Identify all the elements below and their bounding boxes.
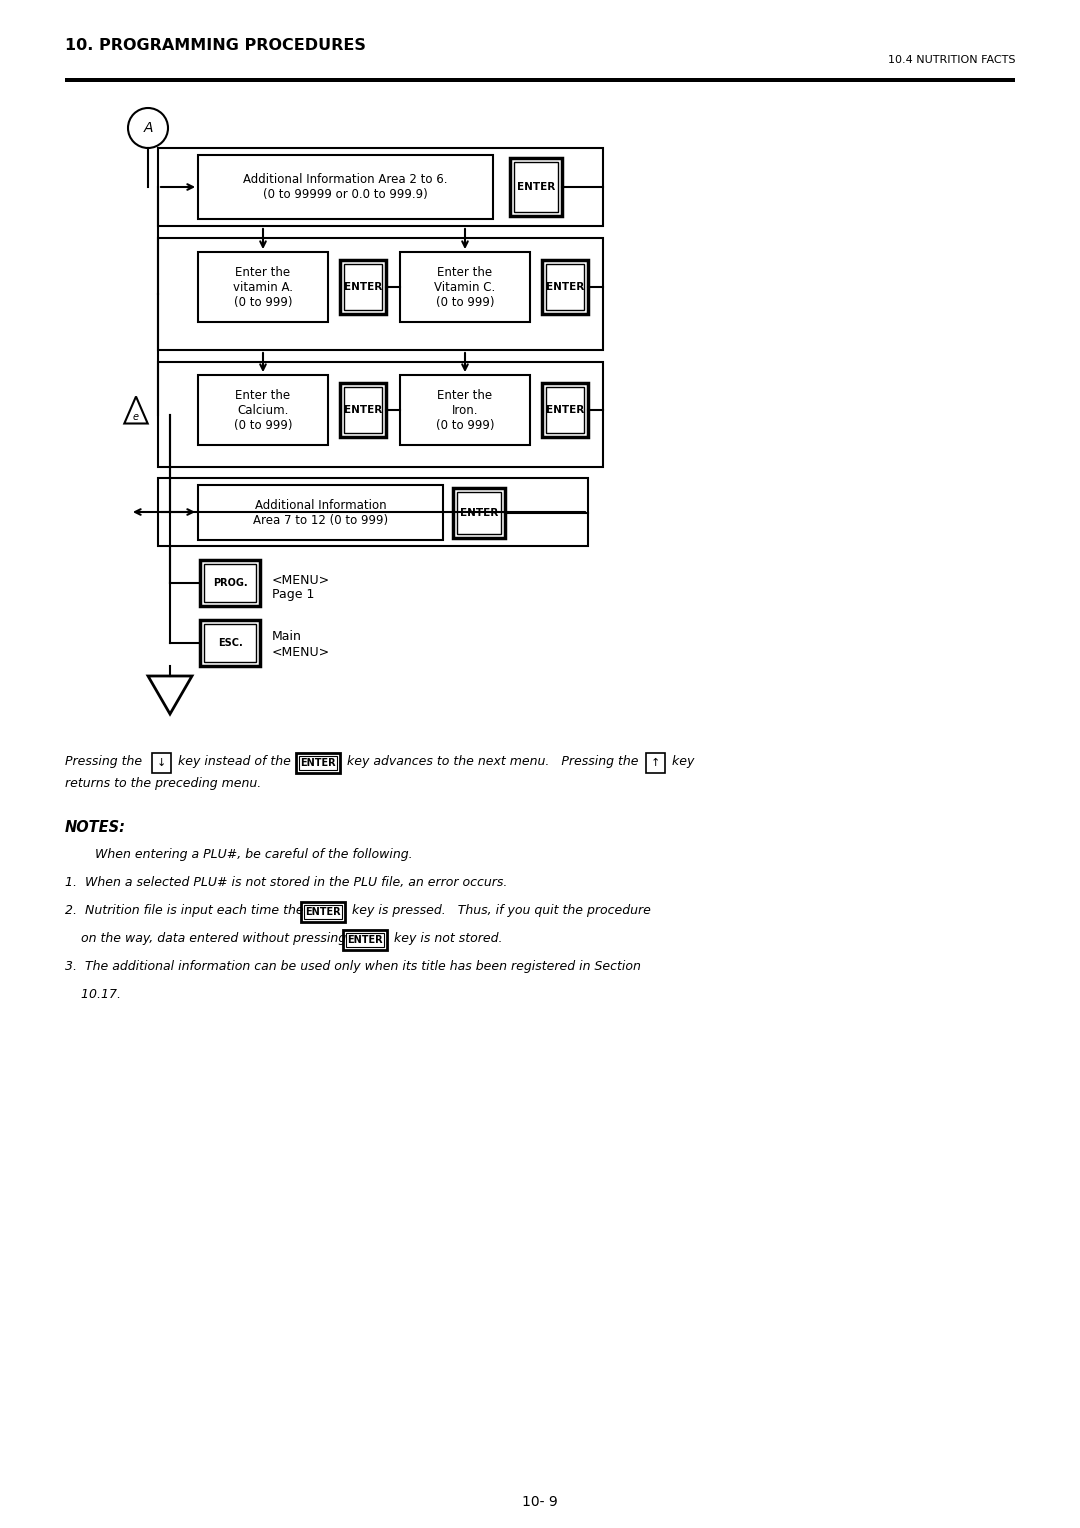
Text: Enter the
Iron.
(0 to 999): Enter the Iron. (0 to 999) — [435, 388, 495, 431]
Text: Enter the
Calcium.
(0 to 999): Enter the Calcium. (0 to 999) — [233, 388, 293, 431]
Text: ENTER: ENTER — [460, 507, 498, 518]
Bar — [457, 492, 501, 533]
Text: Enter the
vitamin A.
(0 to 999): Enter the vitamin A. (0 to 999) — [233, 266, 293, 309]
Text: ↑: ↑ — [651, 758, 660, 769]
Bar — [204, 564, 256, 602]
Bar — [200, 620, 260, 666]
Text: on the way, data entered without pressing: on the way, data entered without pressin… — [65, 932, 346, 944]
Text: ENTER: ENTER — [300, 758, 336, 769]
Text: 10.4 NUTRITION FACTS: 10.4 NUTRITION FACTS — [888, 55, 1015, 66]
Bar — [158, 362, 603, 468]
Text: Additional Information Area 2 to 6.
(0 to 99999 or 0.0 to 999.9): Additional Information Area 2 to 6. (0 t… — [243, 173, 448, 202]
Text: ENTER: ENTER — [347, 935, 382, 944]
Text: When entering a PLU#, be careful of the following.: When entering a PLU#, be careful of the … — [95, 848, 413, 860]
Text: key is not stored.: key is not stored. — [390, 932, 502, 944]
Text: <MENU>: <MENU> — [272, 575, 330, 587]
Bar — [296, 753, 340, 773]
Bar — [345, 264, 382, 310]
Bar — [453, 487, 505, 538]
Bar — [546, 387, 584, 432]
Text: 10.17.: 10.17. — [65, 989, 121, 1001]
Bar — [198, 484, 443, 539]
Text: key is pressed.   Thus, if you quit the procedure: key is pressed. Thus, if you quit the pr… — [348, 905, 651, 917]
Bar — [510, 157, 562, 215]
Circle shape — [129, 108, 168, 148]
Text: ENTER: ENTER — [343, 405, 382, 416]
Bar — [546, 264, 584, 310]
Polygon shape — [148, 675, 192, 714]
Text: e: e — [133, 411, 139, 422]
Text: 2.  Nutrition file is input each time the: 2. Nutrition file is input each time the — [65, 905, 303, 917]
Bar — [542, 260, 588, 313]
Bar — [198, 252, 328, 322]
Text: key: key — [669, 755, 694, 769]
Bar — [200, 559, 260, 607]
Text: ENTER: ENTER — [343, 283, 382, 292]
Bar — [299, 756, 337, 770]
Text: 10- 9: 10- 9 — [522, 1494, 558, 1510]
Bar — [158, 148, 603, 226]
Text: <MENU>: <MENU> — [272, 646, 330, 659]
Text: Enter the
Vitamin C.
(0 to 999): Enter the Vitamin C. (0 to 999) — [434, 266, 496, 309]
Text: ENTER: ENTER — [545, 405, 584, 416]
Text: ↓: ↓ — [157, 758, 166, 769]
Text: 10. PROGRAMMING PROCEDURES: 10. PROGRAMMING PROCEDURES — [65, 38, 366, 53]
Text: Pressing the: Pressing the — [65, 755, 143, 769]
Bar — [301, 902, 345, 921]
Text: returns to the preceding menu.: returns to the preceding menu. — [65, 778, 261, 790]
Bar — [646, 753, 665, 773]
Bar — [198, 374, 328, 445]
Text: NOTES:: NOTES: — [65, 821, 126, 834]
Bar — [542, 384, 588, 437]
Bar — [158, 478, 588, 545]
Text: 3.  The additional information can be used only when its title has been register: 3. The additional information can be use… — [65, 960, 640, 973]
Bar — [198, 154, 492, 219]
Text: Page 1: Page 1 — [272, 588, 314, 601]
Bar — [343, 931, 387, 950]
Polygon shape — [124, 396, 148, 423]
Text: 1.  When a selected PLU# is not stored in the PLU file, an error occurs.: 1. When a selected PLU# is not stored in… — [65, 876, 508, 889]
Text: PROG.: PROG. — [213, 578, 247, 588]
Bar — [400, 252, 530, 322]
Bar — [345, 387, 382, 432]
Text: key advances to the next menu.   Pressing the: key advances to the next menu. Pressing … — [343, 755, 638, 769]
Bar — [340, 384, 386, 437]
Bar — [152, 753, 171, 773]
Text: ESC.: ESC. — [218, 639, 242, 648]
Bar — [204, 623, 256, 662]
Bar — [65, 78, 1015, 83]
Text: Additional Information
Area 7 to 12 (0 to 999): Additional Information Area 7 to 12 (0 t… — [253, 498, 388, 527]
Text: ENTER: ENTER — [517, 182, 555, 193]
Bar — [346, 934, 384, 947]
Bar — [340, 260, 386, 313]
Text: Main: Main — [272, 630, 302, 643]
Bar — [514, 162, 558, 212]
Text: key instead of the: key instead of the — [174, 755, 291, 769]
Text: ENTER: ENTER — [545, 283, 584, 292]
Bar — [303, 905, 342, 918]
Bar — [158, 238, 603, 350]
Text: ENTER: ENTER — [306, 908, 341, 917]
Text: A: A — [144, 121, 152, 134]
Bar — [400, 374, 530, 445]
